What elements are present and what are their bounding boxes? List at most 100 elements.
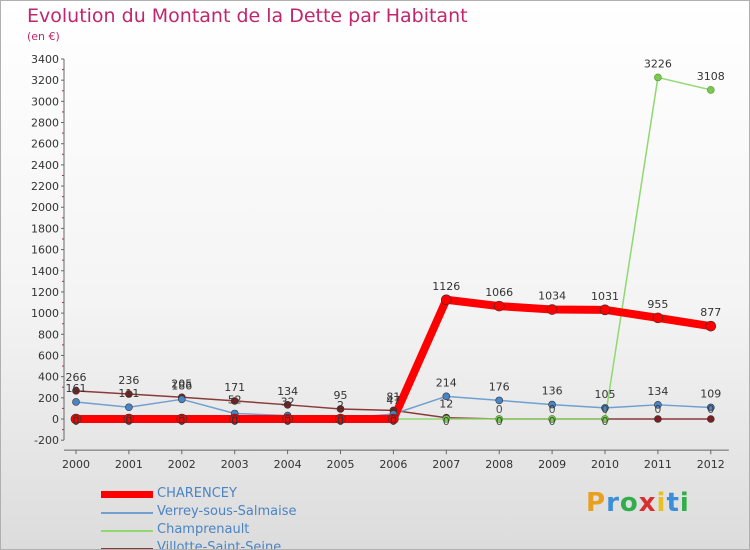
data-point (442, 415, 451, 423)
legend-label: CHARENCEY (157, 486, 237, 501)
value-label: 0 (496, 415, 503, 428)
value-label: 2 (337, 399, 344, 412)
value-label: 0 (73, 415, 80, 428)
y-tick-label: 800 (38, 328, 59, 341)
y-tick-label: 0 (52, 413, 59, 426)
value-label: 0 (178, 415, 185, 428)
legend-item: Champrenault (101, 521, 361, 539)
value-label: 0 (390, 413, 397, 426)
logo-letter: i (679, 488, 690, 518)
value-label: 205 (171, 377, 192, 390)
data-point (388, 413, 399, 425)
value-label: 0 (549, 415, 556, 428)
data-point (654, 415, 662, 423)
y-tick-label: 2400 (31, 159, 59, 172)
value-label: 0 (284, 413, 291, 426)
value-label: 1031 (591, 290, 619, 303)
logo-letter: i (656, 488, 667, 518)
x-tick-label: 2006 (379, 458, 407, 471)
y-tick-label: 400 (38, 371, 59, 384)
y-tick-label: 2800 (31, 117, 59, 130)
x-tick-label: 2007 (432, 458, 460, 471)
value-label: 171 (224, 381, 245, 394)
data-point (599, 304, 611, 316)
data-point (654, 401, 662, 409)
data-point (601, 415, 609, 423)
data-point (495, 396, 504, 405)
value-label: 0 (231, 415, 238, 428)
series-points (70, 73, 717, 425)
y-tick-label: 1400 (31, 265, 59, 278)
data-point (548, 415, 556, 423)
x-tick-label: 2011 (644, 458, 672, 471)
data-point (72, 398, 80, 406)
data-point (178, 395, 186, 404)
legend-label: Champrenault (157, 522, 250, 537)
legend-swatch (101, 548, 153, 549)
value-label: 161 (66, 382, 87, 395)
value-label: 0 (496, 403, 503, 416)
axes: -200020040060080010001200140016001800200… (31, 53, 729, 471)
y-tick-label: 200 (38, 392, 59, 405)
value-label: 0 (443, 415, 450, 428)
value-label: 0 (390, 415, 397, 428)
x-tick-label: 2001 (115, 458, 143, 471)
value-label: 12 (439, 398, 453, 411)
value-label: 0 (125, 415, 132, 428)
chart-title: Evolution du Montant de la Dette par Hab… (27, 5, 468, 27)
legend-label: Villotte-Saint-Seine (157, 540, 282, 550)
data-point (123, 413, 135, 425)
y-tick-label: 600 (38, 349, 59, 362)
value-label: 52 (228, 393, 242, 406)
value-label: 136 (542, 385, 563, 398)
value-label: 3108 (697, 70, 725, 83)
x-tick-label: 2010 (591, 458, 619, 471)
value-label: 109 (700, 387, 721, 400)
data-point (493, 300, 505, 312)
y-tick-label: 2200 (31, 180, 59, 193)
chart-unit-label: (en €) (27, 30, 60, 43)
value-label: 111 (118, 387, 139, 400)
data-point (706, 403, 715, 412)
data-point (546, 304, 558, 315)
value-label: 1126 (432, 280, 460, 293)
logo-letter: t (666, 488, 680, 518)
proxiti-logo: Proxiti (586, 488, 690, 518)
data-point (336, 405, 345, 413)
x-tick-label: 2003 (221, 458, 249, 471)
value-label: 134 (277, 385, 298, 398)
y-tick-label: 1200 (31, 286, 59, 299)
x-tick-label: 2000 (62, 458, 90, 471)
value-label: 955 (647, 298, 668, 311)
logo-letter: P (586, 488, 607, 518)
legend-label: Verrey-sous-Salmaise (157, 504, 297, 519)
value-label: 0 (178, 413, 185, 426)
value-label: 3226 (644, 57, 672, 70)
legend-item: CHARENCEY (101, 485, 361, 503)
legend-item: Villotte-Saint-Seine (101, 539, 361, 550)
data-point (495, 415, 504, 423)
x-tick-label: 2012 (697, 458, 725, 471)
legend-swatch (101, 512, 153, 514)
chart-legend: CHARENCEY Verrey-sous-Salmaise Champrenaul… (101, 485, 361, 550)
x-tick-label: 2002 (168, 458, 196, 471)
data-point (652, 312, 664, 324)
value-label: 1034 (538, 290, 566, 303)
value-label: 0 (337, 415, 344, 428)
value-label: 0 (231, 413, 238, 426)
value-label: 0 (654, 403, 661, 416)
x-tick-label: 2009 (538, 458, 566, 471)
value-label: 134 (647, 385, 668, 398)
y-tick-label: 1800 (31, 222, 59, 235)
value-label: 81 (386, 390, 400, 403)
value-label: 266 (66, 371, 87, 384)
data-point (706, 415, 715, 423)
legend-item: Verrey-sous-Salmaise (101, 503, 361, 521)
legend-swatch (101, 491, 153, 498)
y-tick-label: 3400 (31, 53, 59, 66)
value-label: 105 (595, 388, 616, 401)
logo-letter: r (606, 488, 620, 518)
series-line-2 (76, 76, 711, 420)
value-label: 877 (700, 306, 721, 319)
